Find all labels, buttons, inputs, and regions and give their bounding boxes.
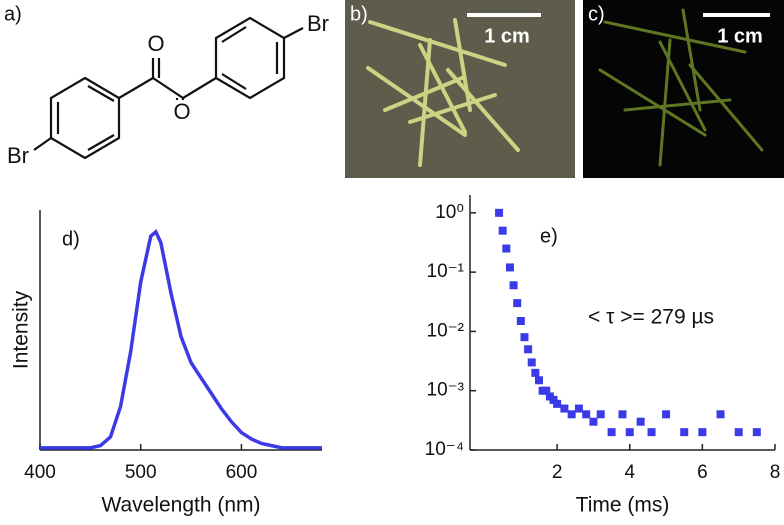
data-point xyxy=(524,345,533,354)
panel-label: c) xyxy=(588,3,605,25)
data-point xyxy=(698,428,707,437)
data-point xyxy=(495,208,504,217)
data-point xyxy=(582,410,591,419)
data-point xyxy=(560,404,569,413)
bond xyxy=(221,26,247,43)
data-point xyxy=(625,428,634,437)
data-point xyxy=(498,226,507,235)
data-point xyxy=(534,376,543,385)
data-point xyxy=(513,299,522,308)
scale-bar-label: 1 cm xyxy=(484,25,530,47)
photo-background xyxy=(345,0,575,178)
y-tick-label: 10⁰ xyxy=(435,202,464,223)
x-tick-label: 400 xyxy=(24,462,56,483)
data-point xyxy=(531,368,540,377)
data-point xyxy=(662,410,671,419)
spectrum-line xyxy=(40,228,322,450)
data-point xyxy=(596,410,605,419)
y-tick-label: 10⁻⁴ xyxy=(425,439,464,460)
molecule xyxy=(33,16,304,160)
benzene-ring xyxy=(49,76,121,160)
x-tick-label: 4 xyxy=(624,462,635,483)
data-point xyxy=(618,410,627,419)
data-point xyxy=(607,428,616,437)
bond xyxy=(87,134,115,151)
data-point xyxy=(505,263,514,272)
x-tick-label: 600 xyxy=(226,462,258,483)
x-axis-label: Wavelength (nm) xyxy=(101,494,260,517)
bond xyxy=(87,85,115,102)
data-point xyxy=(509,281,518,290)
y-tick-label: 10⁻¹ xyxy=(427,261,465,282)
scale-bar-label: 1 cm xyxy=(717,25,763,47)
annotation: < τ >= 279 µs xyxy=(588,306,714,329)
x-tick-label: 500 xyxy=(125,462,157,483)
data-point xyxy=(589,417,598,426)
y-tick-label: 10⁻³ xyxy=(427,380,465,401)
data-point xyxy=(502,244,511,253)
bond xyxy=(118,77,154,99)
bond xyxy=(152,77,184,99)
bond xyxy=(182,77,217,99)
x-tick-label: 2 xyxy=(552,462,563,483)
data-point xyxy=(734,428,743,437)
data-point xyxy=(542,386,551,395)
data-point xyxy=(636,417,645,426)
x-tick-label: 8 xyxy=(770,462,781,483)
x-axis-label: Time (ms) xyxy=(576,494,670,517)
data-point xyxy=(574,404,583,413)
y-axis-label: Intensity xyxy=(10,290,33,369)
panel-label: a) xyxy=(4,3,22,25)
bond xyxy=(221,73,247,90)
data-point xyxy=(516,316,525,325)
data-point xyxy=(527,358,536,367)
data-point xyxy=(752,428,761,437)
benzene-ring xyxy=(214,16,286,100)
data-point xyxy=(520,333,529,342)
bond xyxy=(33,137,52,151)
bond xyxy=(283,27,304,39)
panel-label: b) xyxy=(350,3,368,25)
atom-label: O xyxy=(147,31,164,56)
data-point xyxy=(553,399,562,408)
y-tick-label: 10⁻² xyxy=(427,320,465,341)
panel-label: d) xyxy=(62,228,80,250)
atom-label: O xyxy=(173,99,190,124)
data-point xyxy=(716,410,725,419)
x-tick-label: 6 xyxy=(697,462,708,483)
data-point xyxy=(680,428,689,437)
atom-label: Br xyxy=(7,143,29,168)
data-point xyxy=(567,410,576,419)
atom-label: Br xyxy=(307,11,329,36)
photo-dark xyxy=(583,0,784,178)
panel-label: e) xyxy=(540,225,558,247)
photo-bright xyxy=(345,0,575,178)
data-point xyxy=(647,428,656,437)
